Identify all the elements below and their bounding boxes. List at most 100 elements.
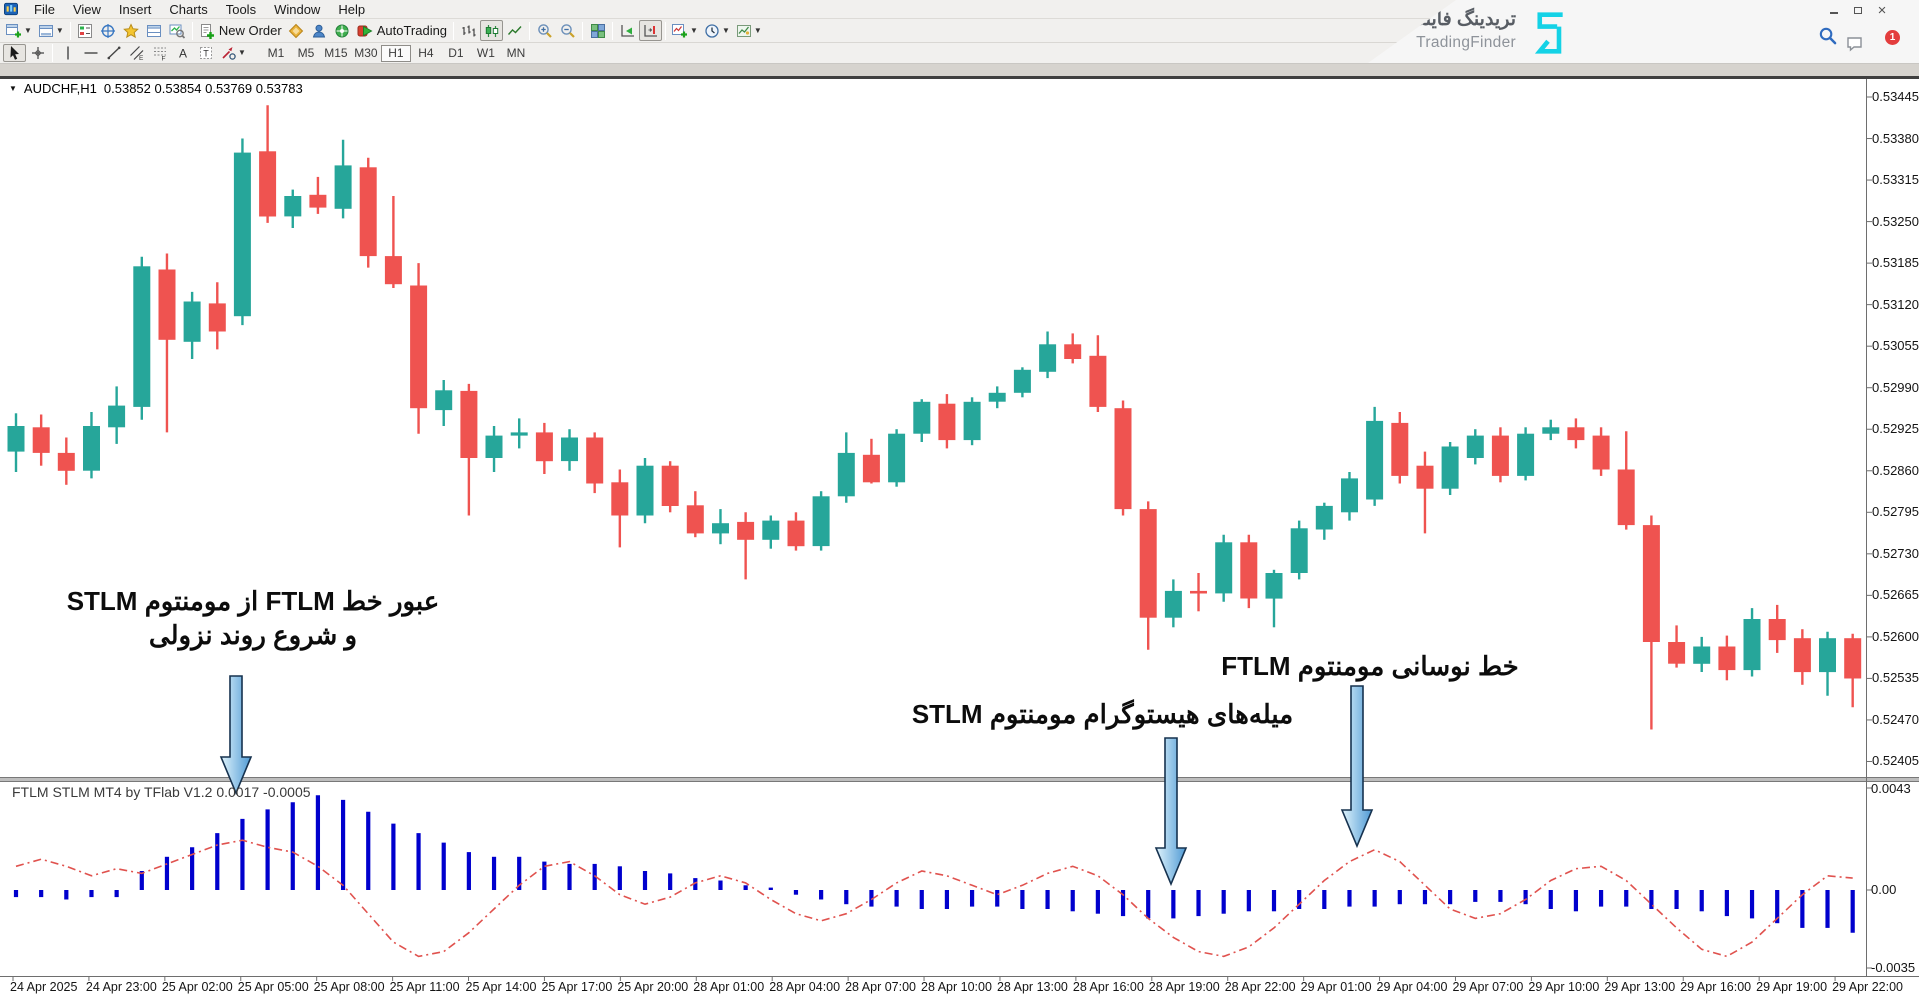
chat-icon[interactable]: 1 [1845,30,1900,59]
data-window-button[interactable] [97,20,120,41]
timeframe-m30[interactable]: M30 [354,46,378,60]
metaeditor-button[interactable] [285,20,308,41]
search-icon[interactable] [1818,26,1837,50]
timeframe-h1[interactable]: H1 [380,44,411,62]
indicator-axis-label: 0.0043 [1871,781,1911,796]
crosshair-tool[interactable] [26,44,49,62]
corner-icons: 1 [1818,26,1900,52]
time-axis-label: 29 Apr 16:00 [1680,980,1752,994]
text-label-tool[interactable]: T [194,44,217,62]
menu-item-window[interactable]: Window [274,1,321,17]
horizontal-line-tool[interactable] [79,44,102,62]
navigator-button[interactable] [120,20,143,41]
time-axis-label: 25 Apr 14:00 [465,980,537,994]
time-axis-label: 28 Apr 10:00 [921,980,992,994]
time-axis-label: 28 Apr 04:00 [769,980,841,994]
menu-item-view[interactable]: View [72,1,101,17]
new-chart-button[interactable]: ▼ [3,20,35,41]
toolbar-separator [453,21,455,40]
menu-item-help[interactable]: Help [338,1,366,17]
profiles-button[interactable]: ▼ [35,20,67,41]
chart-collapse-icon[interactable]: ▼ [9,84,17,93]
window-controls: × [1827,1,1889,19]
time-axis-label: 25 Apr 17:00 [541,980,613,994]
menu-items: File View Insert Charts Tools Window Help [25,1,374,18]
menu-item-charts[interactable]: Charts [169,1,208,17]
marketplace-button[interactable] [331,20,354,41]
tile-windows-button[interactable] [586,20,609,41]
price-axis-label: 0.52470 [1872,711,1919,727]
menu-item-file[interactable]: File [34,1,55,17]
tradingfinder-logo-icon [1526,8,1570,63]
time-axis-label: 28 Apr 01:00 [693,980,765,994]
arrows-tool[interactable]: ▼ [217,44,249,62]
autotrading-label: AutoTrading [376,23,448,38]
annotation-ftlm-cross-line2: و شروع روند نزولی [148,619,358,650]
price-axis-label: 0.52665 [1872,587,1919,603]
minimize-button[interactable] [1827,4,1841,16]
chart-shift-button[interactable] [639,20,663,41]
time-axis-label: 28 Apr 13:00 [996,980,1068,994]
svg-text:E: E [139,55,144,61]
toolbar-separator [52,44,53,62]
svg-text:F: F [161,56,165,62]
price-axis-label: 0.52730 [1872,545,1919,561]
timeframe-w1[interactable]: W1 [476,46,495,60]
timeframe-d1[interactable]: D1 [448,46,464,60]
trendline-tool[interactable] [102,44,125,62]
price-axis-label: 0.53055 [1872,338,1919,354]
price-axis-label: 0.52925 [1872,421,1919,437]
annotation-stlm-bars: میله‌های هیستوگرام مومنتوم STLM [911,699,1294,729]
chart-window[interactable] [0,76,1919,996]
chevron-down-icon: ▼ [238,48,246,57]
auto-scroll-button[interactable] [616,20,639,41]
time-axis-label: 29 Apr 10:00 [1528,980,1600,994]
text-tool[interactable]: A [171,44,194,62]
time-axis-label: 24 Apr 23:00 [85,980,157,994]
brand-panel: تریدینگ فایندر TradingFinder [1368,0,1919,63]
timeframe-m15[interactable]: M15 [324,46,348,60]
cursor-tool[interactable] [3,44,26,62]
toolbar-separator [69,21,71,40]
price-axis-label: 0.52600 [1872,628,1919,644]
terminal-button[interactable] [143,20,166,41]
market-watch-button[interactable] [74,20,97,41]
timeframe-m1[interactable]: M1 [267,46,285,60]
svg-text:A: A [179,47,187,61]
price-axis-label: 0.52860 [1872,462,1919,478]
price-axis-label: 0.53250 [1872,213,1919,229]
zoom-out-button[interactable] [556,20,579,41]
brand-name-en: TradingFinder [1416,34,1516,51]
time-axis-label: 29 Apr 22:00 [1832,980,1903,994]
strategy-tester-button[interactable] [166,20,189,41]
chart-title[interactable]: ▼ AUDCHF,H1 0.53852 0.53854 0.53769 0.53… [9,81,303,96]
time-axis-label: 29 Apr 04:00 [1376,980,1448,994]
menu-item-tools[interactable]: Tools [225,1,257,17]
timeframe-h4[interactable]: H4 [418,46,434,60]
timeframe-m5[interactable]: M5 [297,46,315,60]
candlestick-button[interactable] [480,20,504,41]
price-axis-label: 0.53380 [1872,130,1919,146]
toolbar-separator [612,21,614,40]
autotrading-button[interactable]: AutoTrading [354,20,450,41]
equidistant-channel-tool[interactable]: E [125,44,148,62]
line-chart-button[interactable] [503,20,526,41]
community-button[interactable] [308,20,331,41]
restore-button[interactable] [1851,4,1865,16]
time-axis-label: 29 Apr 19:00 [1756,980,1828,994]
close-button[interactable]: × [1877,1,1887,19]
notification-badge: 1 [1885,30,1900,45]
timeframe-toolbar: M1 M5 M15 M30 H1 H4 D1 W1 MN [261,44,531,62]
periods-button[interactable]: ▼ [701,20,733,41]
templates-button[interactable]: ▼ [733,20,765,41]
bar-chart-button[interactable] [457,20,480,41]
menu-item-insert[interactable]: Insert [118,1,152,17]
timeframe-mn[interactable]: MN [506,46,526,60]
indicators-button[interactable]: ▼ [669,20,701,41]
price-axis-label: 0.53120 [1872,296,1919,312]
zoom-in-button[interactable] [533,20,556,41]
vertical-line-tool[interactable] [56,44,79,62]
new-order-button[interactable]: New Order [196,20,285,41]
fibonacci-tool[interactable]: F [148,44,171,62]
annotation-ftlm-line: خط نوسانی مومنتوم FTLM [1221,651,1519,681]
